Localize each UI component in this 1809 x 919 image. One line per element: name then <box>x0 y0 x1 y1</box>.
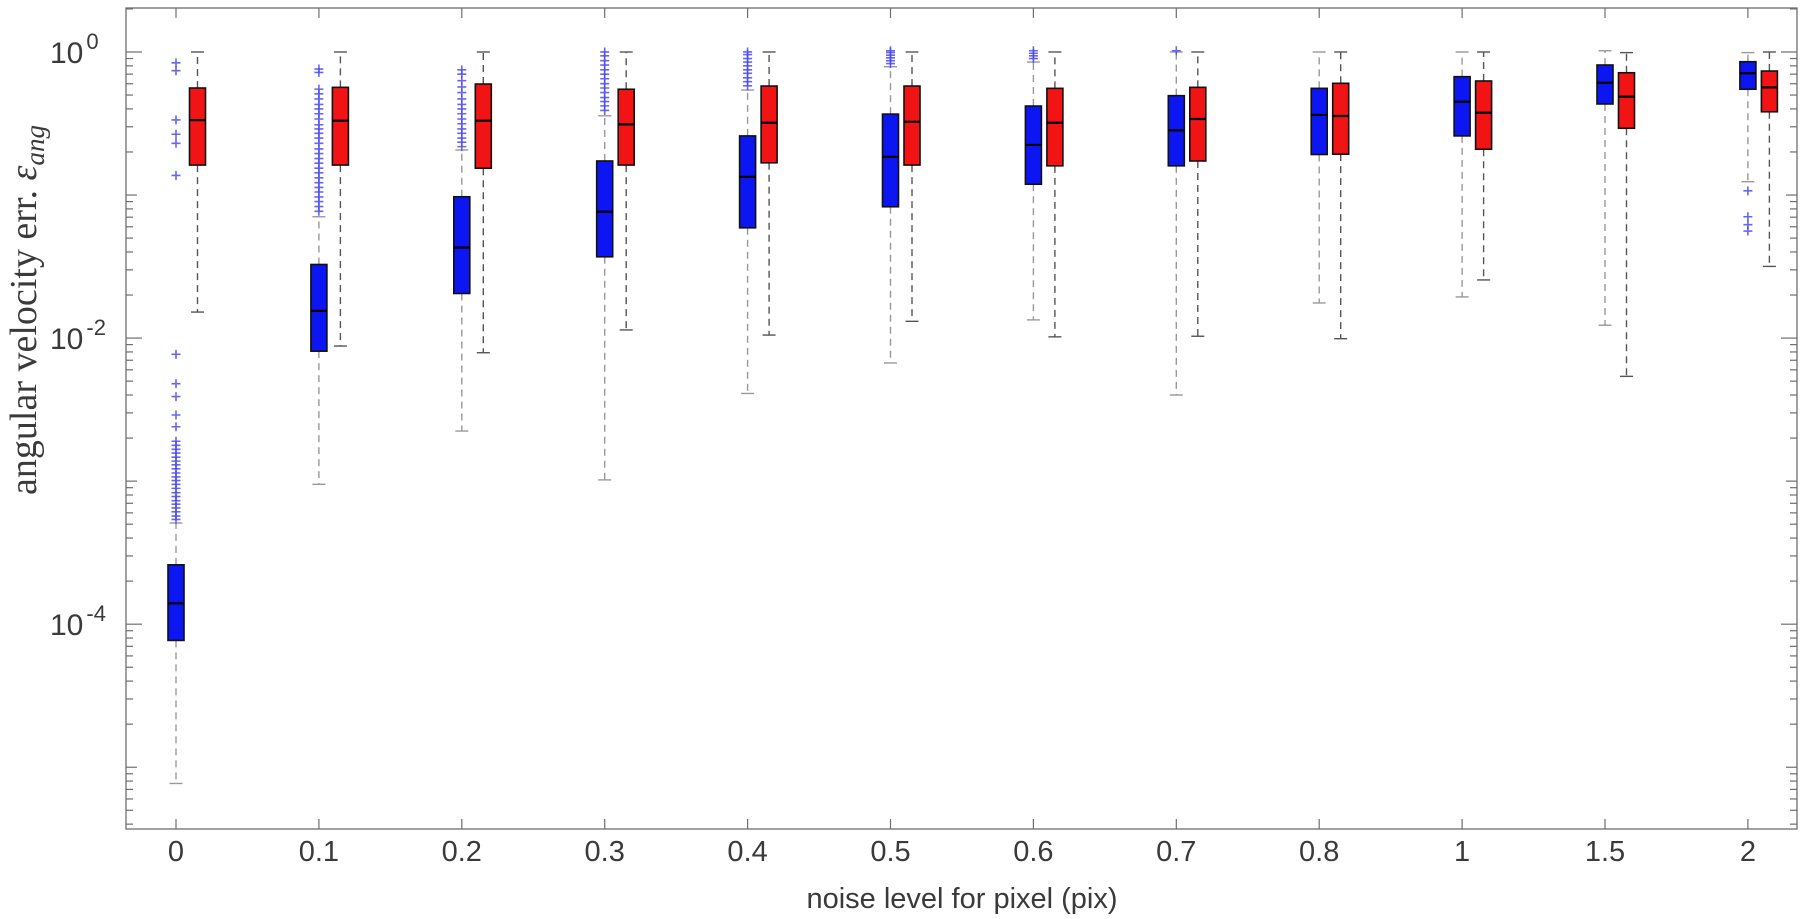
x-tick-label: 0.6 <box>1013 836 1053 868</box>
outlier-plus-icon <box>314 206 324 216</box>
x-tick-label: 0.8 <box>1299 836 1339 868</box>
x-tick-label: 0.3 <box>585 836 625 868</box>
outlier-plus-icon <box>171 129 181 139</box>
outlier-plus-icon <box>886 59 895 69</box>
box-rect <box>188 87 207 166</box>
y-axis-title: angular velocity err. εang <box>3 125 50 495</box>
box-group-blue-1 <box>1453 51 1471 298</box>
outlier-plus-icon <box>171 349 181 359</box>
label-layer: noise level for pixel (pix) angular velo… <box>3 29 1756 915</box>
box-group-blue-0.6 <box>1024 46 1043 321</box>
y-tick-label: 10 -4 <box>50 601 106 642</box>
outlier-plus-icon <box>171 170 181 180</box>
outlier-plus-icon <box>171 514 181 524</box>
box-rect <box>1310 87 1328 156</box>
box-group-blue-0.4 <box>738 47 757 395</box>
outlier-plus-icon <box>171 58 181 68</box>
box-group-red-0.6 <box>1046 51 1064 338</box>
box-group-red-0.8 <box>1331 51 1350 340</box>
box-rect <box>1189 86 1207 162</box>
box-group-blue-0 <box>167 58 185 785</box>
box-group-red-0.5 <box>903 51 921 323</box>
box-group-blue-2 <box>1739 51 1757 236</box>
y-tick-label: 10 0 <box>50 29 99 70</box>
box-rect <box>1453 75 1471 137</box>
outlier-plus-icon <box>1743 226 1753 236</box>
box-rect <box>1617 71 1636 130</box>
outlier-plus-icon <box>743 81 753 91</box>
plot-frame <box>125 7 1798 830</box>
box-group-blue-1.5 <box>1596 50 1614 326</box>
outlier-plus-icon <box>1743 186 1753 196</box>
outlier-plus-icon <box>1171 46 1181 56</box>
outlier-plus-icon <box>171 392 181 402</box>
box-group-blue-0.8 <box>1310 51 1328 304</box>
x-axis-title: noise level for pixel (pix) <box>806 883 1117 915</box>
box-series-layer <box>167 46 1779 785</box>
box-group-red-0.7 <box>1189 51 1207 337</box>
box-group-red-0.1 <box>331 51 350 347</box>
box-group-blue-0.5 <box>881 46 900 364</box>
box-rect <box>903 85 921 166</box>
box-rect <box>595 160 614 258</box>
outlier-plus-icon <box>171 422 181 432</box>
outlier-plus-icon <box>171 379 181 389</box>
box-group-red-1 <box>1474 51 1493 281</box>
box-group-red-0.2 <box>474 51 493 354</box>
x-tick-label: 0.4 <box>727 836 767 868</box>
outlier-plus-icon <box>1743 212 1753 222</box>
box-rect <box>310 263 328 352</box>
x-tick-label: 0 <box>168 836 184 868</box>
box-rect <box>474 83 493 170</box>
box-rect <box>452 195 471 295</box>
outlier-plus-icon <box>314 67 324 77</box>
box-rect <box>1331 82 1350 155</box>
y-tick-label: 10 -2 <box>50 315 106 356</box>
box-group-red-0.4 <box>760 51 778 336</box>
box-group-red-1.5 <box>1617 51 1636 378</box>
outlier-plus-icon <box>457 142 467 152</box>
box-rect <box>617 88 636 166</box>
x-tick-label: 0.2 <box>442 836 482 868</box>
outlier-plus-icon <box>171 410 181 420</box>
x-tick-label: 2 <box>1740 836 1756 868</box>
x-tick-label: 0.7 <box>1156 836 1196 868</box>
box-rect <box>760 85 778 164</box>
box-group-blue-0.1 <box>310 64 328 486</box>
box-group-red-0.3 <box>617 51 636 331</box>
box-rect <box>1474 80 1493 151</box>
box-rect <box>331 86 350 166</box>
box-rect <box>1596 64 1614 105</box>
x-tick-label: 0.1 <box>299 836 339 868</box>
box-group-red-2 <box>1760 51 1779 268</box>
box-rect <box>738 135 757 229</box>
box-group-blue-0.3 <box>595 47 614 481</box>
outlier-plus-icon <box>1028 54 1038 64</box>
x-tick-label: 1 <box>1454 836 1470 868</box>
box-rect <box>1760 70 1779 113</box>
outlier-plus-icon <box>171 115 181 125</box>
box-rect <box>881 113 900 208</box>
outlier-plus-icon <box>600 105 610 115</box>
box-group-blue-0.2 <box>452 65 471 432</box>
x-tick-label: 1.5 <box>1585 836 1625 868</box>
x-tick-label: 0.5 <box>870 836 910 868</box>
axes-layer <box>125 7 1798 830</box>
box-rect <box>1739 60 1757 91</box>
box-rect <box>1046 87 1064 167</box>
box-group-blue-0.7 <box>1167 46 1186 396</box>
outlier-plus-icon <box>171 138 181 148</box>
box-group-red-0 <box>188 51 207 313</box>
outlier-plus-icon <box>171 66 181 76</box>
